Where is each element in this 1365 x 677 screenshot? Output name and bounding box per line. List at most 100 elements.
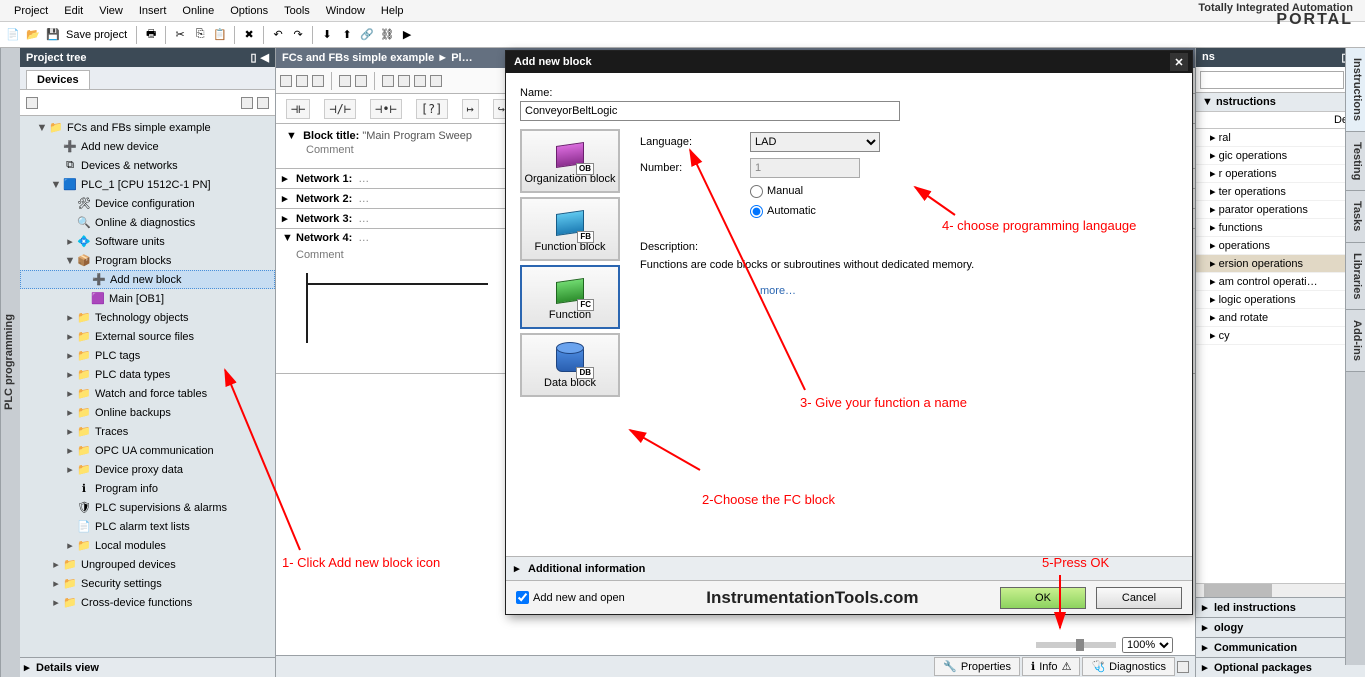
menu-options[interactable]: Options	[222, 2, 276, 20]
instr-logic-operations[interactable]: ▸ logic operations	[1196, 291, 1365, 309]
instr-cy[interactable]: ▸ cy	[1196, 327, 1365, 345]
tree-cross-device-functions[interactable]: ▸📁Cross-device functions	[20, 593, 275, 612]
print-icon[interactable]: 🖶	[142, 26, 160, 44]
dock-libraries[interactable]: Libraries	[1346, 243, 1365, 310]
instr-optional[interactable]: ▸Optional packages	[1196, 657, 1365, 677]
instr-extended[interactable]: ▸led instructions	[1196, 597, 1365, 617]
go-offline-icon[interactable]: ⛓	[378, 26, 396, 44]
tree-device-proxy-data[interactable]: ▸📁Device proxy data	[20, 460, 275, 479]
menu-project[interactable]: Project	[6, 2, 56, 20]
instr-gic-operations[interactable]: ▸ gic operations	[1196, 147, 1365, 165]
left-dock-tab[interactable]: PLC programming	[0, 48, 20, 677]
block-type-fc[interactable]: FCFunction	[520, 265, 620, 329]
instr-ersion-operations[interactable]: ▸ ersion operations	[1196, 255, 1365, 273]
properties-tab[interactable]: 🔧 Properties	[934, 657, 1020, 676]
tree-plc-data-types[interactable]: ▸📁PLC data types	[20, 365, 275, 384]
zoom-track[interactable]	[1036, 642, 1116, 648]
instr-parator-operations[interactable]: ▸ parator operations	[1196, 201, 1365, 219]
menu-help[interactable]: Help	[373, 2, 412, 20]
tree-watch-and-force-tables[interactable]: ▸📁Watch and force tables	[20, 384, 275, 403]
menu-tools[interactable]: Tools	[276, 2, 318, 20]
instr-functions[interactable]: ▸ functions	[1196, 219, 1365, 237]
undo-icon[interactable]: ↶	[269, 26, 287, 44]
ed-tool-6[interactable]	[382, 75, 394, 87]
pt-view-icon[interactable]	[26, 97, 38, 109]
menu-window[interactable]: Window	[318, 2, 373, 20]
lad-symbol-2[interactable]: ⊣•⊢	[370, 99, 402, 119]
dialog-auto-radio[interactable]	[750, 205, 763, 218]
simulate-icon[interactable]: ▶	[398, 26, 416, 44]
tree-security-settings[interactable]: ▸📁Security settings	[20, 574, 275, 593]
tree-plc-alarm-text-lists[interactable]: 📄PLC alarm text lists	[20, 517, 275, 536]
go-online-icon[interactable]: 🔗	[358, 26, 376, 44]
info-tab[interactable]: ℹ Info ⚠	[1022, 657, 1080, 676]
instr-and-rotate[interactable]: ▸ and rotate	[1196, 309, 1365, 327]
pt-grid-icon[interactable]	[241, 97, 253, 109]
instr-am-control-operati-[interactable]: ▸ am control operati…	[1196, 273, 1365, 291]
dock-addins[interactable]: Add-ins	[1346, 310, 1365, 372]
ed-tool-5[interactable]	[355, 75, 367, 87]
tree-plc-1-cpu-1512c-1-pn-[interactable]: ▼🟦PLC_1 [CPU 1512C-1 PN]	[20, 175, 275, 194]
tree-traces[interactable]: ▸📁Traces	[20, 422, 275, 441]
dialog-add-open-checkbox[interactable]: Add new and open	[516, 591, 625, 604]
tree-add-new-block[interactable]: ➕Add new block	[20, 270, 275, 289]
tree-main-ob1-[interactable]: 🟪Main [OB1]	[20, 289, 275, 308]
tree-fcs-and-fbs-simple-example[interactable]: ▼📁FCs and FBs simple example	[20, 118, 275, 137]
tree-opc-ua-communication[interactable]: ▸📁OPC UA communication	[20, 441, 275, 460]
diagnostics-tab[interactable]: 🩺 Diagnostics	[1082, 657, 1175, 676]
tree-external-source-files[interactable]: ▸📁External source files	[20, 327, 275, 346]
devices-tab[interactable]: Devices	[26, 70, 90, 89]
dialog-name-input[interactable]	[520, 101, 900, 121]
tree-online-diagnostics[interactable]: 🔍Online & diagnostics	[20, 213, 275, 232]
menu-online[interactable]: Online	[174, 2, 222, 20]
dock-instructions[interactable]: Instructions	[1346, 48, 1365, 132]
dialog-cancel-button[interactable]: Cancel	[1096, 587, 1182, 609]
dialog-additional-info[interactable]: ▸Additional information	[506, 556, 1192, 580]
save-project-button[interactable]: Save project	[64, 29, 131, 41]
lad-symbol-0[interactable]: ⊣⊢	[286, 99, 310, 119]
tree-devices-networks[interactable]: ⧉Devices & networks	[20, 156, 275, 175]
block-title-value[interactable]: "Main Program Sweep	[362, 130, 472, 142]
dock-tasks[interactable]: Tasks	[1346, 191, 1365, 242]
ed-tool-4[interactable]	[339, 75, 351, 87]
instr-technology[interactable]: ▸ology	[1196, 617, 1365, 637]
ed-tool-3[interactable]	[312, 75, 324, 87]
tree-local-modules[interactable]: ▸📁Local modules	[20, 536, 275, 555]
tree-device-configuration[interactable]: 🛠Device configuration	[20, 194, 275, 213]
details-view-bar[interactable]: ▸ Details view	[20, 657, 275, 677]
dialog-lang-select[interactable]: LAD	[750, 132, 880, 152]
ed-tool-9[interactable]	[430, 75, 442, 87]
open-project-icon[interactable]: 📂	[24, 26, 42, 44]
tree-ungrouped-devices[interactable]: ▸📁Ungrouped devices	[20, 555, 275, 574]
block-type-db[interactable]: DBData block	[520, 333, 620, 397]
zoom-select[interactable]: 100%	[1122, 637, 1173, 653]
tree-software-units[interactable]: ▸💠Software units	[20, 232, 275, 251]
instr-search-input[interactable]	[1200, 71, 1344, 89]
ed-tool-7[interactable]	[398, 75, 410, 87]
instr-ral[interactable]: ▸ ral	[1196, 129, 1365, 147]
block-type-fb[interactable]: FBFunction block	[520, 197, 620, 261]
menu-view[interactable]: View	[91, 2, 131, 20]
instr-hscroll[interactable]	[1196, 583, 1365, 597]
tree-technology-objects[interactable]: ▸📁Technology objects	[20, 308, 275, 327]
tree-program-blocks[interactable]: ▼📦Program blocks	[20, 251, 275, 270]
instr-communication[interactable]: ▸Communication	[1196, 637, 1365, 657]
dialog-more-link[interactable]: more…	[760, 285, 1178, 297]
tree-online-backups[interactable]: ▸📁Online backups	[20, 403, 275, 422]
paste-icon[interactable]: 📋	[211, 26, 229, 44]
dialog-manual-radio[interactable]	[750, 185, 763, 198]
copy-icon[interactable]: ⎘	[191, 26, 209, 44]
pt-list-icon[interactable]	[257, 97, 269, 109]
cut-icon[interactable]: ✂	[171, 26, 189, 44]
project-tree[interactable]: ▼📁FCs and FBs simple example➕Add new dev…	[20, 116, 275, 657]
delete-icon[interactable]: ✖	[240, 26, 258, 44]
tree-program-info[interactable]: ℹProgram info	[20, 479, 275, 498]
lad-symbol-4[interactable]: ↦	[462, 99, 479, 119]
block-type-ob[interactable]: OBOrganization block	[520, 129, 620, 193]
lad-symbol-3[interactable]: [?]	[416, 99, 448, 119]
tree-plc-supervisions-alarms[interactable]: 🛡PLC supervisions & alarms	[20, 498, 275, 517]
pt-pin-icon[interactable]: ▯	[250, 51, 256, 64]
menu-edit[interactable]: Edit	[56, 2, 91, 20]
instr-r-operations[interactable]: ▸ r operations	[1196, 165, 1365, 183]
dock-testing[interactable]: Testing	[1346, 132, 1365, 191]
